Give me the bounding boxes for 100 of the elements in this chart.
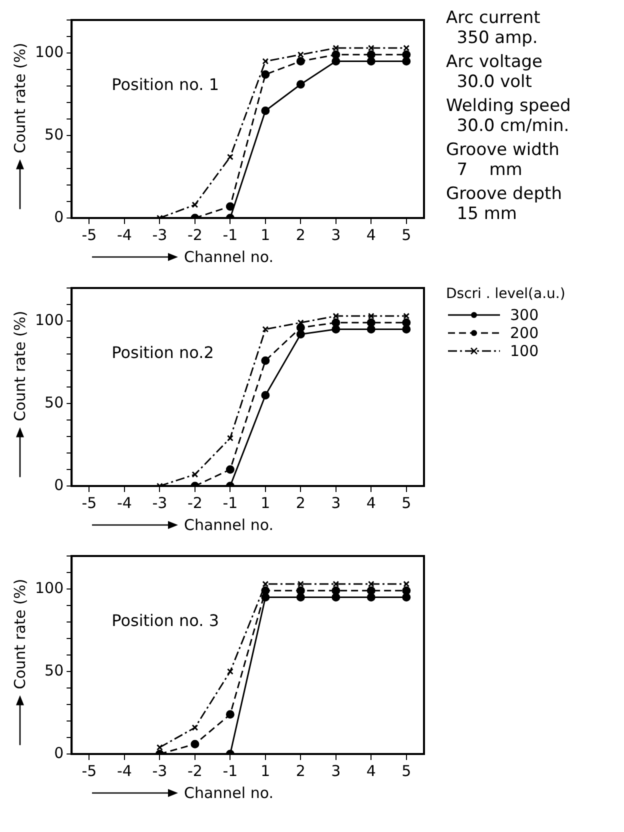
point — [332, 593, 340, 602]
point — [226, 710, 234, 719]
x-tick-label: 1 — [260, 494, 270, 512]
point — [296, 80, 305, 89]
x-tick-label: -5 — [82, 494, 97, 512]
text: Position no. 1 — [112, 75, 220, 94]
text: Welding speed 30.0 cm/min. — [446, 96, 571, 136]
point — [226, 465, 234, 474]
point — [368, 312, 374, 320]
point — [192, 202, 198, 208]
point — [332, 44, 340, 52]
y-tick-label: 100 — [34, 578, 64, 597]
point — [403, 580, 410, 588]
x-tick-label: 2 — [296, 762, 306, 780]
point — [332, 318, 340, 327]
point — [262, 326, 269, 332]
y-tick-label: 100 — [34, 42, 64, 61]
point — [368, 44, 374, 52]
x-tick-label: 5 — [402, 226, 412, 244]
y-tick-label: 0 — [54, 744, 64, 762]
point — [366, 50, 376, 59]
x-tick-label: -4 — [117, 226, 132, 244]
y-tick-label: 0 — [54, 476, 64, 494]
point — [296, 586, 305, 595]
text: Groove depth 15 mm — [446, 184, 563, 224]
point — [332, 586, 340, 595]
text: Arc current 350 amp. — [446, 8, 542, 48]
point — [403, 44, 410, 52]
point — [226, 434, 234, 442]
point — [226, 202, 234, 211]
x-tick-label: -1 — [222, 226, 238, 244]
point — [332, 325, 340, 334]
point — [366, 593, 376, 602]
x-tick-label: -5 — [82, 226, 97, 244]
legend-label: 200 — [510, 324, 539, 342]
y-axis-title: Count rate (%) — [11, 42, 29, 154]
x-tick-label: -1 — [222, 762, 238, 780]
point — [297, 51, 304, 58]
point — [402, 325, 411, 334]
x-axis-title: Channel no. — [184, 784, 274, 802]
point — [332, 57, 340, 66]
x-tick-label: -4 — [117, 762, 132, 780]
x-tick-label: 5 — [402, 762, 412, 780]
point — [296, 323, 305, 332]
text: Position no. 3 — [112, 611, 220, 630]
text: Arc voltage 30.0 volt — [446, 52, 544, 92]
point — [226, 668, 234, 675]
point — [402, 318, 411, 327]
x-tick-label: 4 — [366, 494, 376, 512]
x-tick-label: -5 — [82, 762, 97, 780]
x-tick-label: -2 — [187, 494, 202, 512]
legend-title: Dscri . level(a.u.) — [446, 286, 566, 302]
y-tick-label: 0 — [54, 208, 64, 226]
x-tick-label: -4 — [117, 494, 132, 512]
point — [402, 57, 411, 66]
text: Position no.2 — [112, 343, 214, 362]
point — [190, 740, 200, 748]
y-axis-title: Count rate (%) — [11, 578, 29, 690]
y-tick-label: 50 — [44, 661, 64, 680]
point — [156, 744, 163, 751]
x-tick-label: 2 — [296, 226, 306, 244]
x-tick-label: -2 — [187, 226, 202, 244]
point — [402, 593, 411, 602]
y-tick-label: 50 — [44, 393, 64, 412]
x-tick-label: 1 — [260, 226, 270, 244]
point — [332, 312, 340, 320]
y-tick-label: 100 — [34, 310, 64, 329]
point — [261, 391, 270, 400]
point — [297, 319, 304, 326]
x-tick-label: 1 — [260, 762, 270, 780]
point — [262, 580, 269, 588]
point — [296, 593, 305, 602]
point — [403, 312, 410, 320]
point — [366, 586, 376, 595]
point — [262, 58, 269, 64]
x-tick-label: 4 — [366, 226, 376, 244]
point — [261, 106, 270, 115]
x-axis-title: Channel no. — [184, 516, 274, 534]
point — [296, 330, 305, 338]
x-tick-label: -3 — [152, 494, 168, 512]
point — [402, 50, 411, 59]
text: Groove width 7 mm — [446, 140, 560, 180]
x-tick-label: 3 — [331, 762, 341, 780]
point — [261, 70, 270, 79]
x-tick-label: 4 — [366, 762, 376, 780]
point — [261, 593, 270, 602]
point — [402, 586, 411, 595]
point — [366, 57, 376, 66]
point — [192, 471, 198, 478]
x-tick-label: 3 — [331, 494, 341, 512]
y-tick-label: 50 — [44, 125, 64, 144]
x-tick-label: 2 — [296, 494, 306, 512]
x-tick-label: 5 — [402, 494, 412, 512]
point — [192, 724, 198, 731]
point — [226, 154, 234, 160]
point — [332, 580, 340, 588]
x-tick-label: -1 — [222, 494, 238, 512]
x-tick-label: 3 — [331, 226, 341, 244]
point — [332, 50, 340, 59]
legend-label: 300 — [510, 306, 539, 324]
